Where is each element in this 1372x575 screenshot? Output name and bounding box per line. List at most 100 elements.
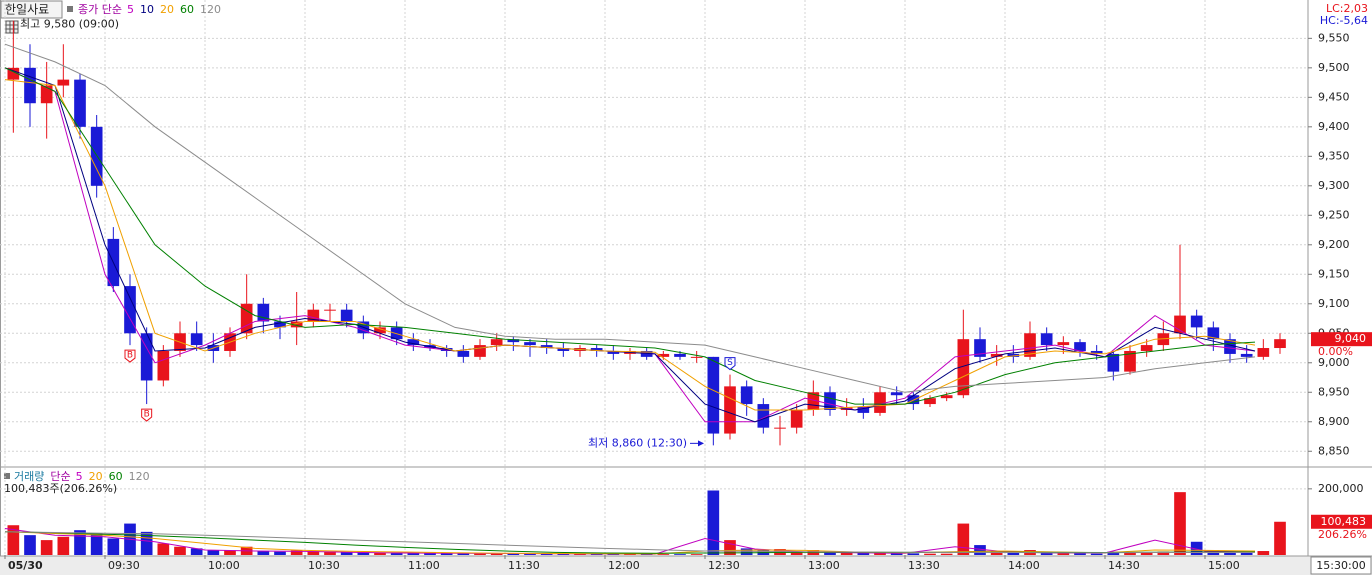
- legend-entry[interactable]: 5: [76, 470, 83, 483]
- volume-bar: [1057, 553, 1070, 555]
- y-tick-label: 9,000: [1318, 356, 1350, 369]
- volume-bar: [524, 553, 536, 555]
- candle-body: [707, 356, 720, 434]
- volume-moving-average: [4, 531, 1256, 555]
- x-tick-label: 10:30: [308, 559, 340, 572]
- legend-entry[interactable]: 5: [127, 3, 134, 16]
- volume-bar: [674, 554, 686, 555]
- candle-body: [74, 79, 86, 127]
- candle-body: [40, 85, 53, 104]
- legend-entry[interactable]: 60: [109, 470, 123, 483]
- volume-bar: [440, 553, 453, 555]
- x-tick-label: 12:00: [608, 559, 640, 572]
- candle-body: [490, 339, 503, 346]
- volume-bar: [1157, 551, 1170, 555]
- signal-label: B: [144, 410, 150, 420]
- low-annotation: 최저 8,860 (12:30): [588, 436, 687, 449]
- signal-label: S: [727, 358, 733, 368]
- candle-body: [1007, 353, 1020, 357]
- candle-body: [324, 309, 336, 311]
- candle-body: [1240, 353, 1253, 357]
- candle-body: [990, 353, 1003, 357]
- x-tick-label: 13:30: [908, 559, 940, 572]
- candle-body: [774, 427, 786, 429]
- volume-bar: [57, 536, 70, 555]
- moving-average: [4, 67, 1256, 405]
- volume-bar: [1090, 553, 1103, 555]
- candle-body: [474, 345, 486, 357]
- volume-bar: [574, 554, 586, 555]
- candle-body: [1274, 339, 1286, 349]
- y-tick-label: 9,250: [1318, 208, 1350, 221]
- candle-body: [90, 126, 103, 186]
- legend-entry[interactable]: 20: [160, 3, 174, 16]
- time-axis-band: [0, 556, 1372, 575]
- volume-bar: [857, 553, 870, 555]
- volume-bar: [340, 552, 353, 555]
- candle-body: [140, 333, 153, 381]
- x-tick-label: 11:00: [408, 559, 440, 572]
- y-tick-label: 9,150: [1318, 267, 1350, 280]
- candle-body: [657, 353, 670, 357]
- volume-bar: [1007, 552, 1020, 555]
- candle-body: [307, 309, 320, 322]
- volume-bar: [874, 552, 886, 555]
- legend-entry[interactable]: 120: [129, 470, 150, 483]
- candle-body: [1140, 345, 1153, 351]
- symbol-name[interactable]: 한일사료: [5, 3, 49, 17]
- candle-body: [740, 386, 753, 405]
- candle-body: [1024, 333, 1036, 357]
- candle-body: [824, 392, 836, 410]
- legend-entry[interactable]: 120: [200, 3, 221, 16]
- settings-icon[interactable]: [5, 20, 19, 34]
- volume-info: 100,483주(206.26%): [4, 482, 117, 495]
- time-box: [1310, 556, 1372, 575]
- moving-average: [4, 79, 1256, 411]
- volume-bar: [590, 554, 603, 555]
- candle-body: [7, 67, 20, 80]
- x-tick-label: 11:30: [508, 559, 540, 572]
- candle-body: [540, 345, 553, 349]
- candle-body: [1090, 350, 1103, 354]
- x-tick-label: 09:30: [108, 559, 140, 572]
- legend-entry[interactable]: 60: [180, 3, 194, 16]
- candle-body: [457, 350, 470, 357]
- candle-body: [890, 392, 903, 396]
- volume-bar: [424, 553, 436, 555]
- candle-body: [290, 321, 303, 328]
- legend-label: 단순: [50, 470, 70, 483]
- volume-bar: [724, 540, 736, 555]
- volume-bar: [907, 553, 920, 555]
- volume-bar: [174, 546, 186, 555]
- volume-bar: [1274, 521, 1286, 555]
- volume-bar: [207, 550, 220, 555]
- volume-bar: [640, 554, 653, 555]
- current-volume-label: 100,483: [1321, 515, 1367, 528]
- x-tick-label: 12:30: [708, 559, 740, 572]
- volume-bar: [1107, 551, 1120, 555]
- volume-bar: [474, 553, 486, 555]
- y-tick-label: 200,000: [1318, 482, 1364, 495]
- volume-bar: [957, 523, 970, 555]
- volume-bar: [490, 553, 503, 555]
- candle-body: [874, 392, 886, 413]
- volume-ratio-label: 206.26%: [1318, 528, 1367, 541]
- volume-bar: [257, 551, 270, 555]
- annotation-arrowhead: [698, 440, 704, 447]
- volume-bar: [940, 553, 953, 555]
- legend-entry[interactable]: 20: [89, 470, 103, 483]
- volume-bar: [824, 552, 836, 555]
- volume-bar: [924, 553, 936, 555]
- legend-entry[interactable]: 10: [140, 3, 154, 16]
- symbol-box[interactable]: [0, 0, 63, 19]
- signal-marker: [124, 349, 136, 363]
- x-tick-label: 05/30: [8, 559, 43, 572]
- volume-bar: [107, 538, 120, 555]
- y-tick-label: 9,550: [1318, 31, 1350, 44]
- volume-bar: [90, 533, 103, 555]
- candle-body: [524, 342, 536, 346]
- change-label: 0.00%: [1318, 345, 1353, 358]
- volume-bar: [707, 490, 720, 555]
- lc-label: LC:2,03: [1326, 2, 1368, 15]
- volume-bar: [324, 552, 336, 555]
